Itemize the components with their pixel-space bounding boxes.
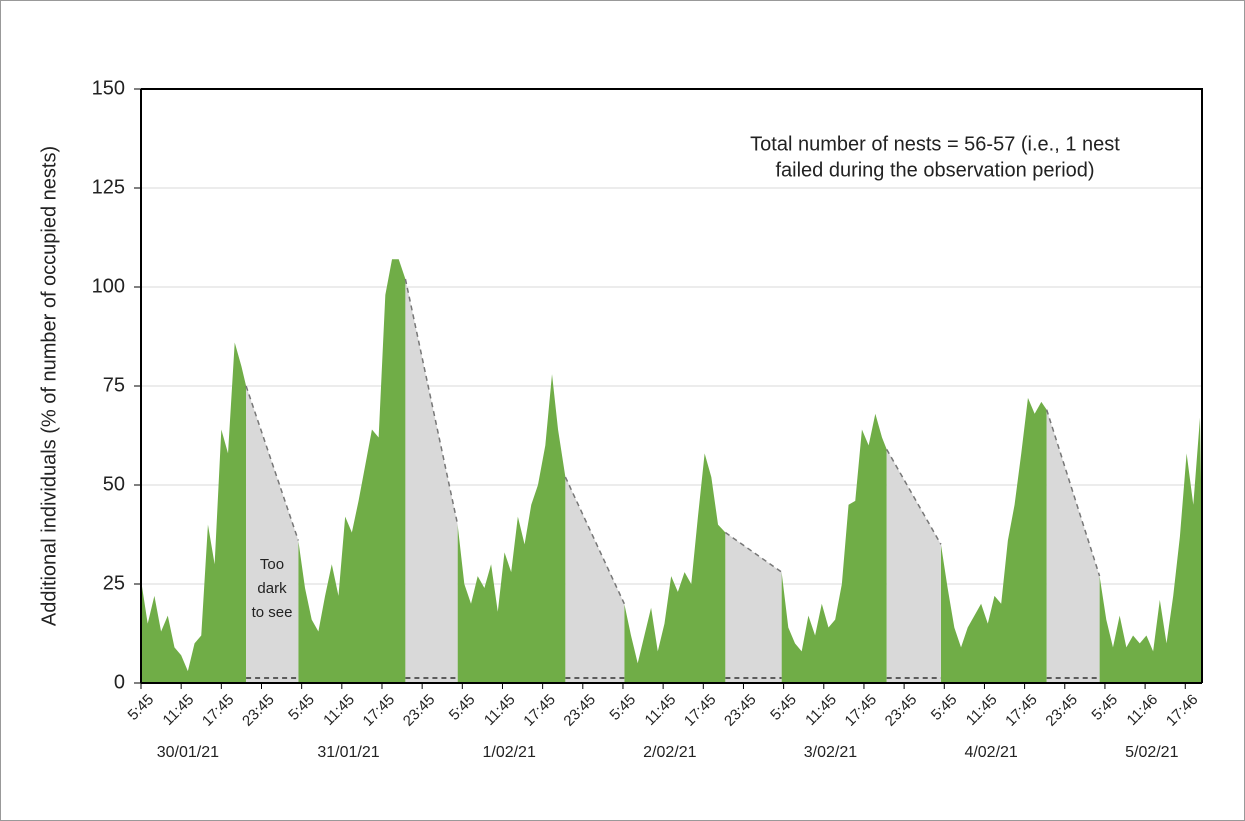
date-label: 5/02/21 [1125, 744, 1178, 761]
area [405, 279, 458, 683]
date-label: 1/02/21 [482, 744, 535, 761]
date-label: 31/01/21 [317, 744, 379, 761]
y-tick-label: 0 [114, 671, 125, 693]
annotation: failed during the observation period) [775, 159, 1094, 181]
dashed-line [724, 531, 783, 573]
dashed-line [886, 448, 942, 545]
date-label: 4/02/21 [964, 744, 1017, 761]
area [457, 374, 566, 683]
gap-note: to see [252, 604, 293, 621]
y-tick-label: 150 [92, 77, 125, 99]
area [725, 532, 782, 683]
y-tick-label: 100 [92, 275, 125, 297]
dashed-line [404, 278, 459, 525]
gap-note: dark [257, 580, 287, 597]
y-tick-label: 75 [103, 374, 125, 396]
y-tick-label: 50 [103, 473, 125, 495]
area [565, 477, 625, 683]
area [1099, 417, 1202, 683]
date-label: 30/01/21 [157, 744, 219, 761]
annotation: Total number of nests = 56-57 (i.e., 1 n… [750, 133, 1120, 155]
area [298, 259, 406, 683]
area [624, 453, 726, 683]
date-label: 3/02/21 [804, 744, 857, 761]
dashed-line [1045, 409, 1101, 577]
marks [141, 259, 1202, 683]
y-axis-title: Additional individuals (% of number of o… [38, 146, 60, 626]
area [886, 449, 941, 683]
area [141, 342, 247, 683]
y-tick-label: 125 [92, 176, 125, 198]
area [246, 386, 299, 683]
plot-border [140, 88, 1203, 683]
y-tick-label: 25 [103, 572, 125, 594]
area [781, 413, 887, 683]
area [1046, 409, 1100, 683]
gap-note: Too [260, 556, 284, 573]
dashed-line [245, 385, 300, 541]
date-label: 2/02/21 [643, 744, 696, 761]
area [940, 397, 1047, 683]
